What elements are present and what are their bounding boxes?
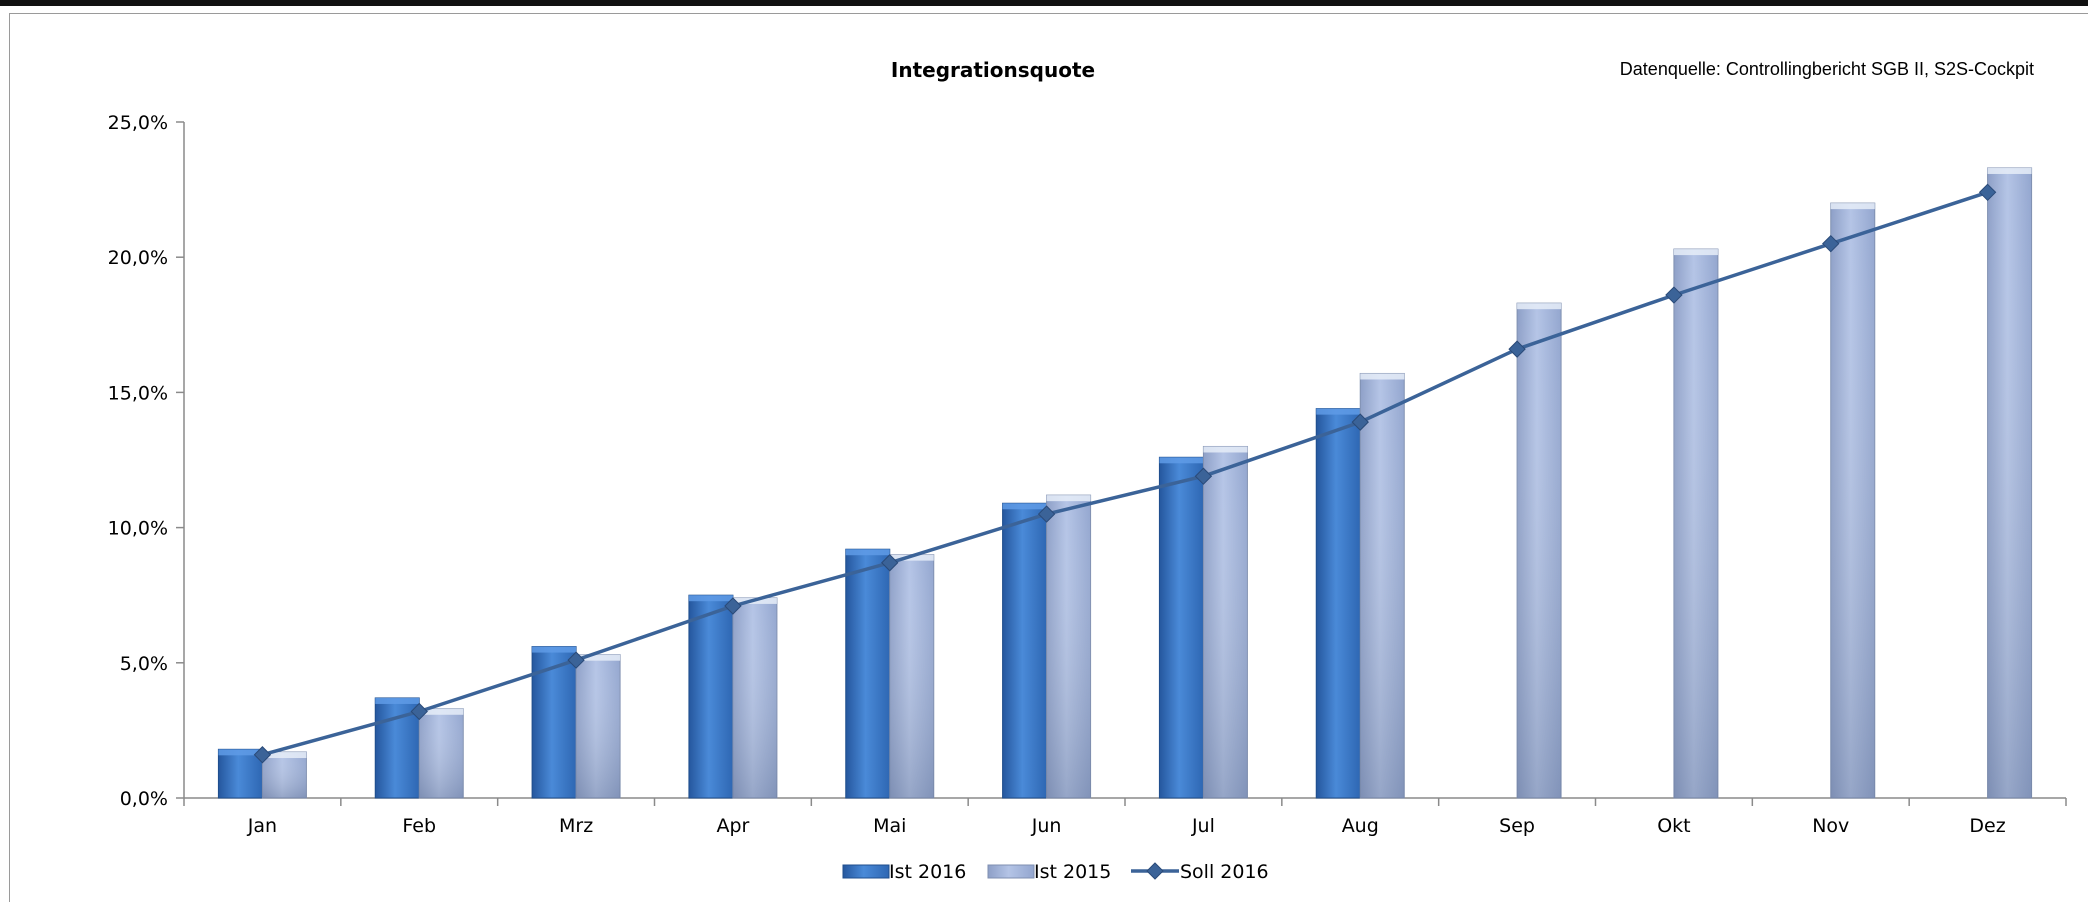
y-axis-ticks: 0,0% 5,0% 10,0% 15,0% 20,0% 25,0% <box>108 112 184 810</box>
bar-shade-ist-2015 <box>1517 303 1562 798</box>
bar-shade-ist-2015 <box>419 708 464 798</box>
bar-cap-ist-2016 <box>1159 457 1204 464</box>
y-tick-label: 15,0% <box>108 382 168 404</box>
bar-ist-2016 <box>845 548 891 799</box>
x-tick-label: Feb <box>402 815 436 837</box>
bar-ist-2016 <box>688 594 734 799</box>
bar-shade-ist-2015 <box>889 554 934 798</box>
marker-soll-2016 <box>1037 505 1056 523</box>
marker-soll-2016 <box>253 746 272 764</box>
bar-ist-2016 <box>1002 502 1048 799</box>
marker-soll-2016 <box>1822 234 1840 253</box>
bar-shade-ist-2015 <box>576 654 621 798</box>
x-tick-label: Mrz <box>559 815 593 837</box>
legend-item-ist-2015: Ist 2015 <box>987 861 1111 883</box>
bar-shade-ist-2015 <box>262 752 307 798</box>
legend: Ist 2016 Ist 2015 Soll 2016 <box>842 861 1269 883</box>
data-source-note: Datenquelle: Controllingbericht SGB II, … <box>1620 59 2034 79</box>
x-tick-label: Dez <box>1969 815 2005 837</box>
bar-shade-ist-2015 <box>1987 167 2032 798</box>
legend-label-soll-2016: Soll 2016 <box>1180 861 1269 883</box>
x-tick-label: Jul <box>1191 815 1215 837</box>
line-soll-2016 <box>261 190 1989 757</box>
marker-soll-2016 <box>1665 286 1683 304</box>
y-tick-label: 20,0% <box>108 247 168 269</box>
marker-soll-2016 <box>567 651 585 669</box>
line-series-group <box>253 183 1997 764</box>
bar-shade-ist-2015 <box>1046 495 1091 798</box>
x-tick-label: Sep <box>1499 815 1535 837</box>
x-tick-label: Apr <box>716 815 749 837</box>
marker-soll-2016 <box>724 597 742 615</box>
x-tick-label: Mai <box>873 815 906 837</box>
bar-cap-ist-2016 <box>375 697 420 704</box>
x-tick-label: Jun <box>1031 815 1062 837</box>
marker-soll-2016 <box>410 702 428 721</box>
marker-soll-2016 <box>881 554 899 572</box>
x-tick-label: Nov <box>1812 815 1849 837</box>
y-tick-label: 5,0% <box>120 653 168 675</box>
bar-ist-2016 <box>531 646 577 799</box>
bar-cap-ist-2016 <box>845 549 890 556</box>
bar-cap-ist-2016 <box>1002 503 1047 510</box>
bar-cap-ist-2016 <box>218 749 263 756</box>
bar-shade-ist-2015 <box>1203 446 1248 798</box>
marker-soll-2016 <box>1194 467 1213 485</box>
bar-cap-ist-2016 <box>1316 408 1361 415</box>
y-tick-label: 10,0% <box>108 518 168 540</box>
bar-ist-2016 <box>1315 408 1361 799</box>
bar-shade-ist-2015 <box>1360 373 1405 798</box>
x-axis-ticks: Jan Feb Mrz Apr Mai Jun Jul Aug Sep Okt Nov Dez <box>183 798 2067 837</box>
marker-soll-2016 <box>1508 340 1526 358</box>
legend-label-ist-2016: Ist 2016 <box>889 861 966 883</box>
chart-title: Integrationsquote <box>891 58 1095 82</box>
marker-soll-2016 <box>1978 183 1997 202</box>
legend-label-ist-2015: Ist 2015 <box>1034 861 1111 883</box>
bar-shade-ist-2015 <box>1830 203 1875 798</box>
legend-item-ist-2016: Ist 2016 <box>842 861 966 883</box>
y-tick-label: 25,0% <box>108 112 168 134</box>
legend-marker-soll-2016 <box>1146 862 1164 880</box>
x-tick-label: Jan <box>247 815 277 837</box>
bar-shade-ist-2015 <box>1673 249 1718 798</box>
x-tick-label: Okt <box>1657 815 1690 837</box>
chart-frame <box>9 13 2088 902</box>
bar-series-group <box>217 167 2033 799</box>
bar-shade-ist-2015 <box>732 597 777 798</box>
legend-item-soll-2016: Soll 2016 <box>1131 861 1269 883</box>
x-tick-label: Aug <box>1342 815 1379 837</box>
y-tick-label: 0,0% <box>120 788 168 810</box>
bar-cap-ist-2016 <box>532 646 577 653</box>
top-rule <box>0 0 2088 6</box>
legend-swatch-ist-2016 <box>842 864 890 879</box>
bar-cap-ist-2016 <box>688 595 733 602</box>
legend-swatch-ist-2015 <box>987 864 1035 879</box>
bar-ist-2016 <box>1158 456 1204 799</box>
marker-soll-2016 <box>1351 413 1369 431</box>
bar-ist-2016 <box>217 748 263 799</box>
